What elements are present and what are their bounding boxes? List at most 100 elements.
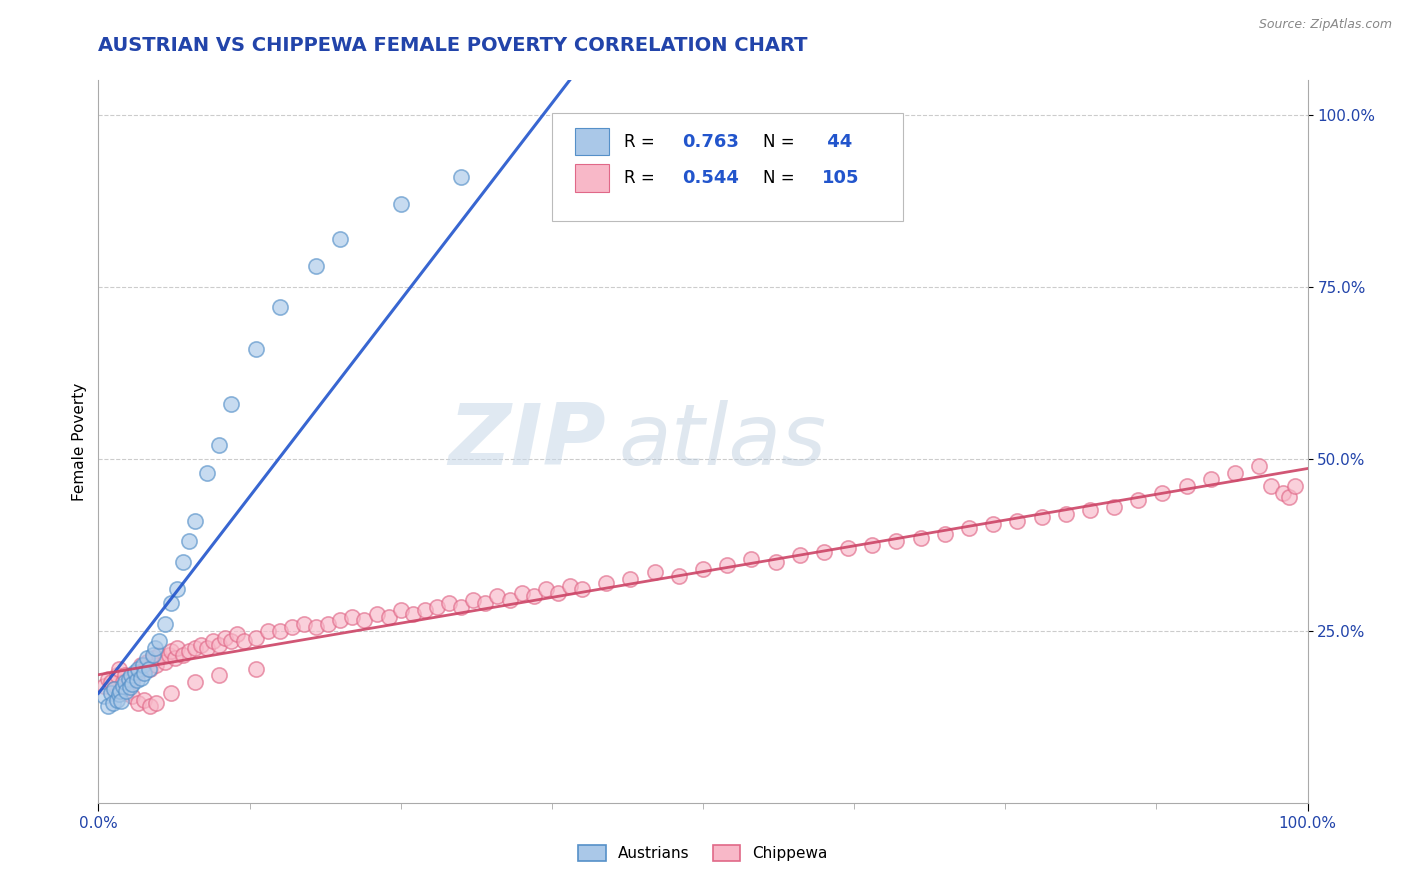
Point <box>413 603 436 617</box>
Point <box>221 397 243 411</box>
Point <box>558 579 581 593</box>
Text: 0.763: 0.763 <box>682 133 740 151</box>
Point <box>214 631 236 645</box>
Point <box>190 638 212 652</box>
FancyBboxPatch shape <box>551 112 903 221</box>
Point <box>1054 507 1077 521</box>
Point <box>523 590 546 604</box>
Point <box>740 551 762 566</box>
Point <box>105 692 128 706</box>
Point <box>142 648 165 662</box>
Point <box>619 572 641 586</box>
Point <box>160 596 183 610</box>
Point <box>1152 486 1174 500</box>
Point <box>389 603 412 617</box>
Point <box>118 675 141 690</box>
Point <box>1284 479 1306 493</box>
Text: R =: R = <box>624 169 661 186</box>
Point <box>305 259 328 273</box>
Point <box>837 541 859 556</box>
Point <box>145 658 167 673</box>
Point <box>195 640 218 655</box>
Point <box>1249 458 1271 473</box>
Point <box>184 640 207 655</box>
Point <box>813 544 835 558</box>
Point <box>145 696 167 710</box>
Point <box>114 668 136 682</box>
Point <box>108 662 131 676</box>
Point <box>166 582 188 597</box>
Point <box>127 696 149 710</box>
Point <box>644 566 666 580</box>
Point <box>142 651 165 665</box>
Point <box>910 531 932 545</box>
Point <box>1278 490 1301 504</box>
Point <box>353 614 375 628</box>
Y-axis label: Female Poverty: Female Poverty <box>72 383 87 500</box>
Point <box>124 665 146 679</box>
Point <box>583 135 606 149</box>
Point <box>138 662 160 676</box>
Point <box>148 648 170 662</box>
Point <box>1007 514 1029 528</box>
Point <box>103 682 125 697</box>
Point <box>179 644 201 658</box>
Text: atlas: atlas <box>619 400 827 483</box>
Point <box>166 640 188 655</box>
Text: AUSTRIAN VS CHIPPEWA FEMALE POVERTY CORRELATION CHART: AUSTRIAN VS CHIPPEWA FEMALE POVERTY CORR… <box>98 36 808 54</box>
Point <box>463 592 485 607</box>
Point <box>121 689 143 703</box>
Point <box>160 644 183 658</box>
Point <box>377 610 399 624</box>
Point <box>135 651 157 665</box>
Point <box>498 592 520 607</box>
Point <box>163 651 186 665</box>
Point <box>108 684 131 698</box>
Point <box>179 534 201 549</box>
Point <box>860 538 883 552</box>
Point <box>292 616 315 631</box>
Point <box>103 682 125 697</box>
Point <box>132 658 155 673</box>
Point <box>97 672 120 686</box>
Point <box>226 627 249 641</box>
Point <box>139 662 162 676</box>
Point <box>139 699 162 714</box>
Point <box>716 558 738 573</box>
Point <box>108 687 131 701</box>
Text: Source: ZipAtlas.com: Source: ZipAtlas.com <box>1258 18 1392 31</box>
Point <box>148 634 170 648</box>
Point <box>114 675 136 690</box>
Point <box>134 692 156 706</box>
Point <box>981 517 1004 532</box>
Point <box>389 197 412 211</box>
Point <box>157 648 180 662</box>
Point <box>1102 500 1125 514</box>
Point <box>121 677 143 691</box>
Point <box>118 680 141 694</box>
Point <box>957 520 980 534</box>
Point <box>184 514 207 528</box>
Point <box>110 694 132 708</box>
Point <box>172 648 194 662</box>
Point <box>305 620 328 634</box>
Text: 44: 44 <box>821 133 853 151</box>
Point <box>97 699 120 714</box>
Text: R =: R = <box>624 133 661 151</box>
Point <box>245 342 267 356</box>
Point <box>129 658 152 673</box>
Point <box>127 673 149 688</box>
Point <box>208 638 231 652</box>
FancyBboxPatch shape <box>575 164 609 192</box>
Point <box>450 169 472 184</box>
Point <box>100 686 122 700</box>
Point <box>121 672 143 686</box>
Point <box>474 596 496 610</box>
Point <box>692 114 714 128</box>
Point <box>1223 466 1246 480</box>
Point <box>101 696 124 710</box>
Point <box>269 301 291 315</box>
Point <box>1031 510 1053 524</box>
Point <box>692 562 714 576</box>
Text: N =: N = <box>763 133 800 151</box>
